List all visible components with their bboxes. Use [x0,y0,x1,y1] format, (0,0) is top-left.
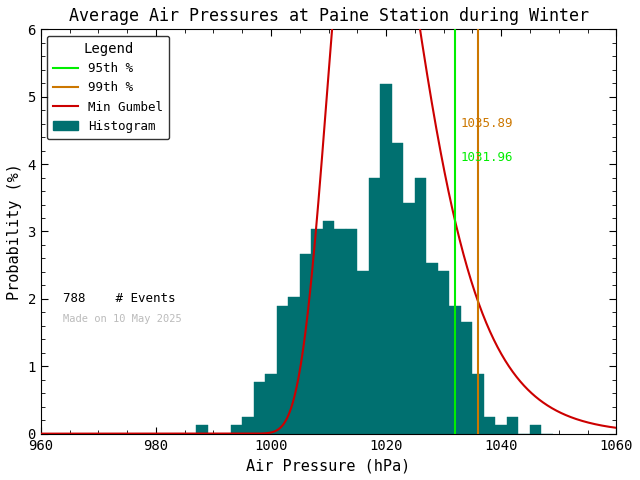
Bar [346,229,357,433]
Bar [495,425,507,433]
Y-axis label: Probability (%): Probability (%) [7,163,22,300]
Bar [242,417,253,433]
Legend: 95th %, 99th %, Min Gumbel, Histogram: 95th %, 99th %, Min Gumbel, Histogram [47,36,170,139]
Bar [311,229,323,433]
Bar [426,263,438,433]
Text: 788    # Events: 788 # Events [63,292,175,305]
Bar [230,425,242,433]
X-axis label: Air Pressure (hPa): Air Pressure (hPa) [246,458,411,473]
Bar [449,306,461,433]
Bar [323,221,334,433]
Bar [392,143,403,433]
Bar [288,297,300,433]
Bar [484,417,495,433]
Bar [253,383,265,433]
Bar [530,425,541,433]
Bar [357,271,369,433]
Bar [300,254,311,433]
Bar [461,323,472,433]
Bar [334,229,346,433]
Bar [265,373,276,433]
Text: 1031.96: 1031.96 [461,151,513,164]
Bar [507,417,518,433]
Bar [369,178,380,433]
Bar [415,178,426,433]
Bar [438,271,449,433]
Text: 1035.89: 1035.89 [461,117,513,130]
Bar [196,425,207,433]
Bar [380,84,392,433]
Text: Made on 10 May 2025: Made on 10 May 2025 [63,314,181,324]
Title: Average Air Pressures at Paine Station during Winter: Average Air Pressures at Paine Station d… [68,7,589,25]
Bar [403,203,415,433]
Bar [472,373,484,433]
Bar [276,306,288,433]
